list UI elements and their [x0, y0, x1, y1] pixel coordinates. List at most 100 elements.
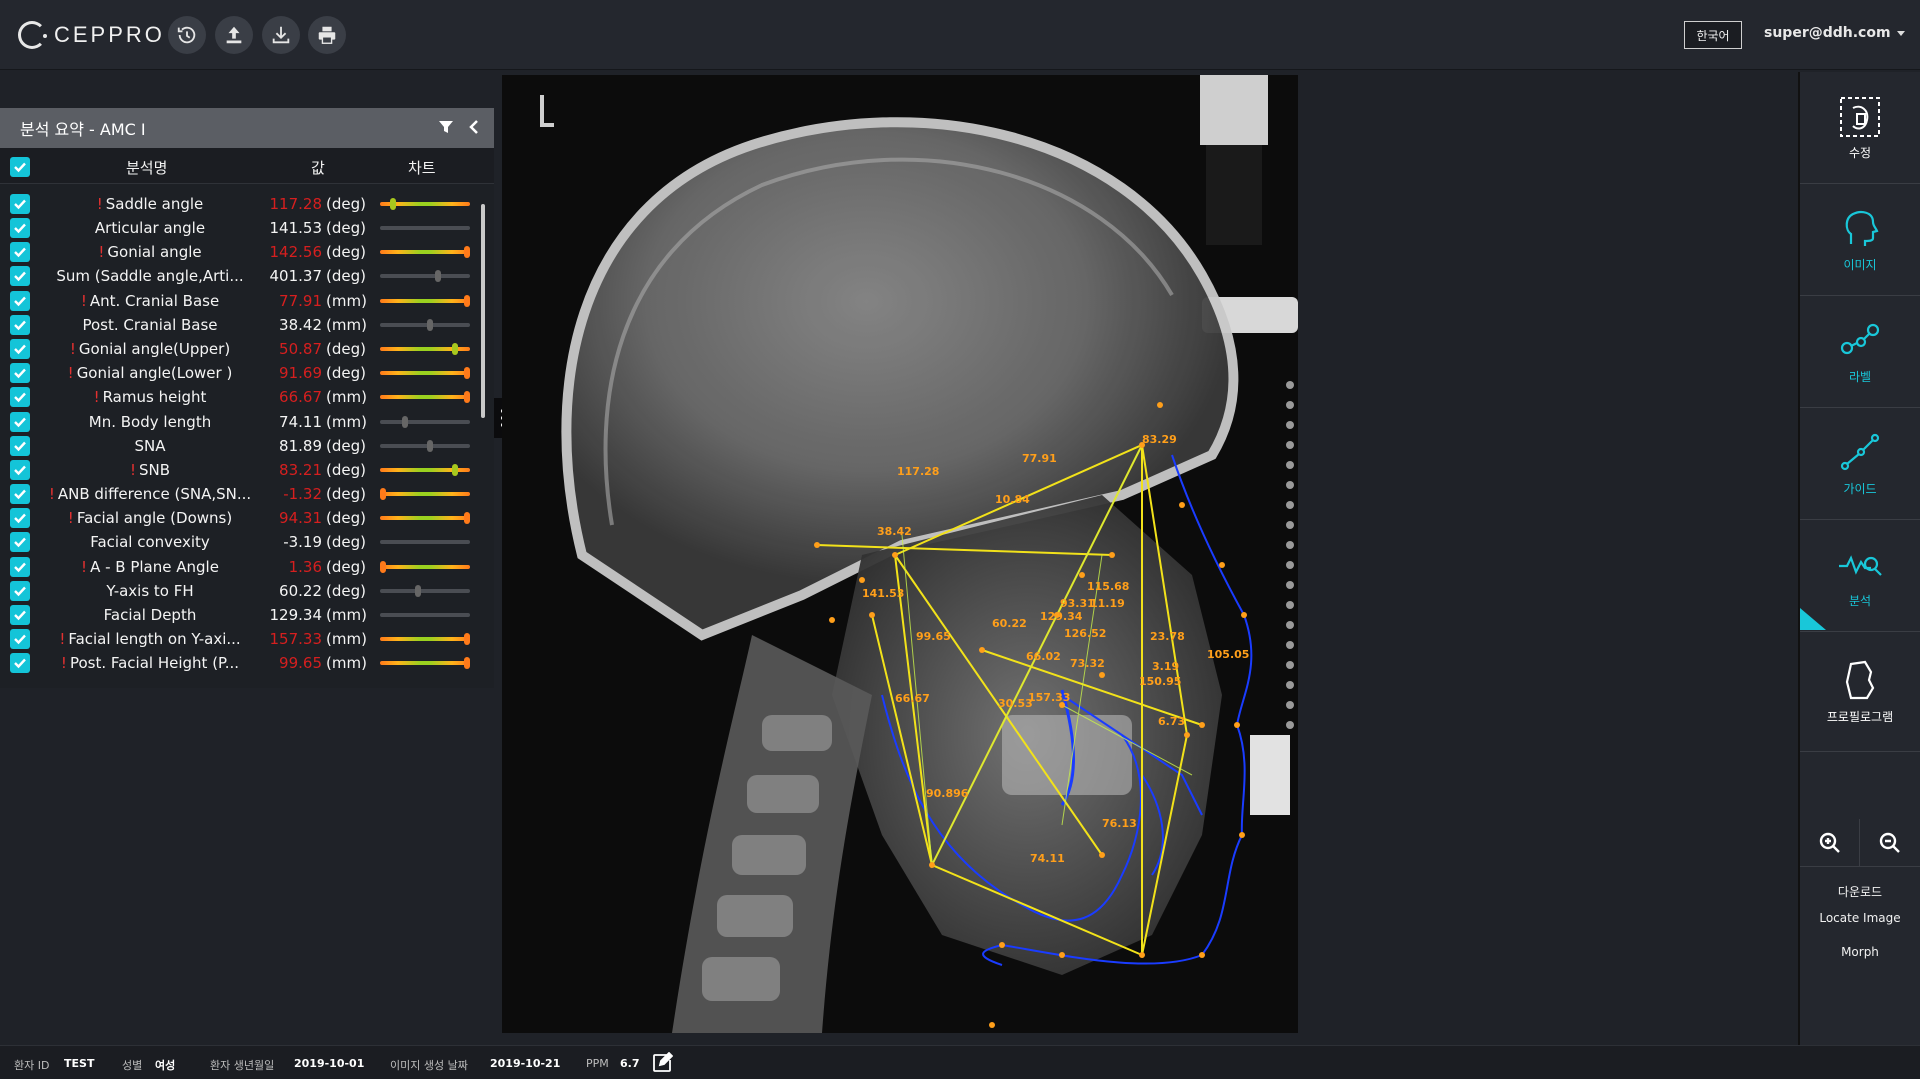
- analysis-row[interactable]: ! Ramus height 66.67 (mm): [0, 385, 494, 409]
- zoom-in-button[interactable]: [1800, 819, 1860, 867]
- analysis-row[interactable]: ! Facial length on Y-axi... 157.33 (mm): [0, 627, 494, 651]
- tool-label[interactable]: 라벨: [1800, 296, 1920, 408]
- filter-icon[interactable]: [438, 119, 454, 135]
- tool-profilogram[interactable]: 프로필로그램: [1800, 632, 1920, 752]
- analysis-row[interactable]: Mn. Body length 74.11 (mm): [0, 410, 494, 434]
- print-button[interactable]: [308, 16, 346, 54]
- check-icon: [14, 162, 26, 173]
- row-name: ! Facial length on Y-axi...: [46, 630, 254, 648]
- analysis-row[interactable]: ! Gonial angle 142.56 (deg): [0, 240, 494, 264]
- tool-label-label: 라벨: [1848, 370, 1872, 384]
- analysis-row[interactable]: ! ANB difference (SNA,SN... -1.32 (deg): [0, 482, 494, 506]
- row-name-text: A - B Plane Angle: [90, 557, 219, 576]
- tool-analysis[interactable]: 분석: [1800, 520, 1920, 632]
- analysis-row[interactable]: Facial Depth 129.34 (mm): [0, 603, 494, 627]
- check-icon: [14, 659, 26, 669]
- tool-guide[interactable]: 가이드: [1800, 408, 1920, 520]
- row-unit: (mm): [326, 315, 367, 334]
- row-checkbox[interactable]: [10, 363, 30, 384]
- xray-label: 73.32: [1070, 657, 1105, 670]
- app-logo[interactable]: CEPPRO: [18, 20, 165, 50]
- check-icon: [14, 465, 26, 476]
- row-checkbox[interactable]: [10, 532, 30, 553]
- check-icon: [14, 344, 26, 355]
- morph-button[interactable]: Morph: [1841, 945, 1879, 959]
- select-all-checkbox[interactable]: [10, 157, 30, 177]
- row-checkbox[interactable]: [10, 629, 30, 650]
- xray-label: 90.896: [926, 787, 969, 800]
- row-name: ! A - B Plane Angle: [46, 558, 254, 576]
- row-checkbox[interactable]: [10, 556, 30, 577]
- row-checkbox[interactable]: [10, 218, 30, 238]
- row-name: Y-axis to FH: [46, 582, 254, 600]
- row-name: Facial convexity: [46, 533, 254, 551]
- xray-label: 23.78: [1150, 630, 1185, 643]
- row-checkbox[interactable]: [10, 387, 30, 408]
- user-menu[interactable]: super@ddh.com: [1764, 25, 1905, 41]
- row-chart-bar: [380, 657, 471, 670]
- xray-label: 11.19: [1090, 597, 1125, 610]
- analysis-row[interactable]: Facial convexity -3.19 (deg): [0, 530, 494, 554]
- tool-edit[interactable]: 수정: [1800, 72, 1920, 184]
- row-checkbox[interactable]: [10, 266, 30, 287]
- analysis-row[interactable]: SNA 81.89 (deg): [0, 434, 494, 458]
- analysis-row[interactable]: Sum (Saddle angle,Arti... 401.37 (deg): [0, 264, 494, 288]
- analysis-row[interactable]: ! Ant. Cranial Base 77.91 (mm): [0, 289, 494, 313]
- row-checkbox[interactable]: [10, 242, 30, 263]
- language-button[interactable]: 한국어: [1684, 21, 1742, 49]
- analysis-row[interactable]: ! Facial angle (Downs) 94.31 (deg): [0, 506, 494, 530]
- row-name: ! Post. Facial Height (P...: [46, 654, 254, 672]
- row-checkbox[interactable]: [10, 508, 30, 529]
- chevron-left-icon[interactable]: [466, 119, 482, 135]
- row-chart-bar: [380, 391, 471, 404]
- upload-button[interactable]: [215, 16, 253, 54]
- row-checkbox[interactable]: [10, 484, 30, 505]
- row-checkbox[interactable]: [10, 653, 30, 674]
- analysis-row[interactable]: ! Saddle angle 117.28 (deg): [0, 192, 494, 216]
- panel-scrollbar[interactable]: [481, 204, 485, 418]
- analysis-row[interactable]: Post. Cranial Base 38.42 (mm): [0, 313, 494, 337]
- locate-image-button[interactable]: Locate Image: [1819, 911, 1901, 925]
- row-checkbox[interactable]: [10, 314, 30, 335]
- row-checkbox[interactable]: [10, 459, 30, 480]
- row-checkbox[interactable]: [10, 580, 30, 601]
- check-icon: [14, 634, 26, 645]
- analysis-row[interactable]: Y-axis to FH 60.22 (deg): [0, 579, 494, 603]
- measurement-labels: 77.91 83.29 117.28 10.84 38.42 115.68 93…: [862, 433, 1249, 865]
- row-unit: (deg): [326, 267, 366, 286]
- row-checkbox[interactable]: [10, 194, 30, 214]
- row-checkbox[interactable]: [10, 411, 30, 432]
- status-bar: 환자 ID TEST 성별 여성 환자 생년월일 2019-10-01 이미지 …: [0, 1045, 1920, 1079]
- panel-title: 분석 요약 - AMC I: [20, 120, 146, 139]
- xray-label: 66.67: [895, 692, 930, 705]
- edit-icon[interactable]: [651, 1052, 673, 1074]
- check-icon: [14, 223, 26, 234]
- row-checkbox[interactable]: [10, 290, 30, 311]
- row-name: Articular angle: [46, 219, 254, 237]
- analysis-row[interactable]: ! A - B Plane Angle 1.36 (deg): [0, 555, 494, 579]
- download-icon: [272, 26, 290, 44]
- row-checkbox[interactable]: [10, 338, 30, 359]
- analysis-row[interactable]: ! Gonial angle(Lower ) 91.69 (deg): [0, 361, 494, 385]
- history-button[interactable]: [168, 16, 206, 54]
- analysis-row[interactable]: ! Gonial angle(Upper) 50.87 (deg): [0, 337, 494, 361]
- analysis-row[interactable]: Articular angle 141.53 (deg): [0, 216, 494, 240]
- analysis-row[interactable]: ! Post. Facial Height (P... 99.65 (mm): [0, 651, 494, 675]
- zoom-out-button[interactable]: [1860, 819, 1920, 867]
- row-value: 91.69: [279, 364, 322, 383]
- row-checkbox[interactable]: [10, 435, 30, 456]
- column-value-header: 값: [311, 159, 325, 177]
- row-checkbox[interactable]: [10, 605, 30, 625]
- row-name-text: Saddle angle: [105, 195, 204, 213]
- download-text-button[interactable]: 다운로드: [1837, 885, 1883, 899]
- tool-image[interactable]: 이미지: [1800, 184, 1920, 296]
- download-button[interactable]: [262, 16, 300, 54]
- row-chart-bar: [380, 294, 471, 307]
- xray-viewer[interactable]: 77.91 83.29 117.28 10.84 38.42 115.68 93…: [502, 75, 1298, 1033]
- row-value: 157.33: [269, 630, 323, 649]
- row-unit: (deg): [326, 533, 366, 552]
- analysis-row[interactable]: ! SNB 83.21 (deg): [0, 458, 494, 482]
- row-chart-bar: [380, 367, 471, 380]
- row-chart-knob: [414, 584, 421, 597]
- check-icon: [14, 417, 26, 427]
